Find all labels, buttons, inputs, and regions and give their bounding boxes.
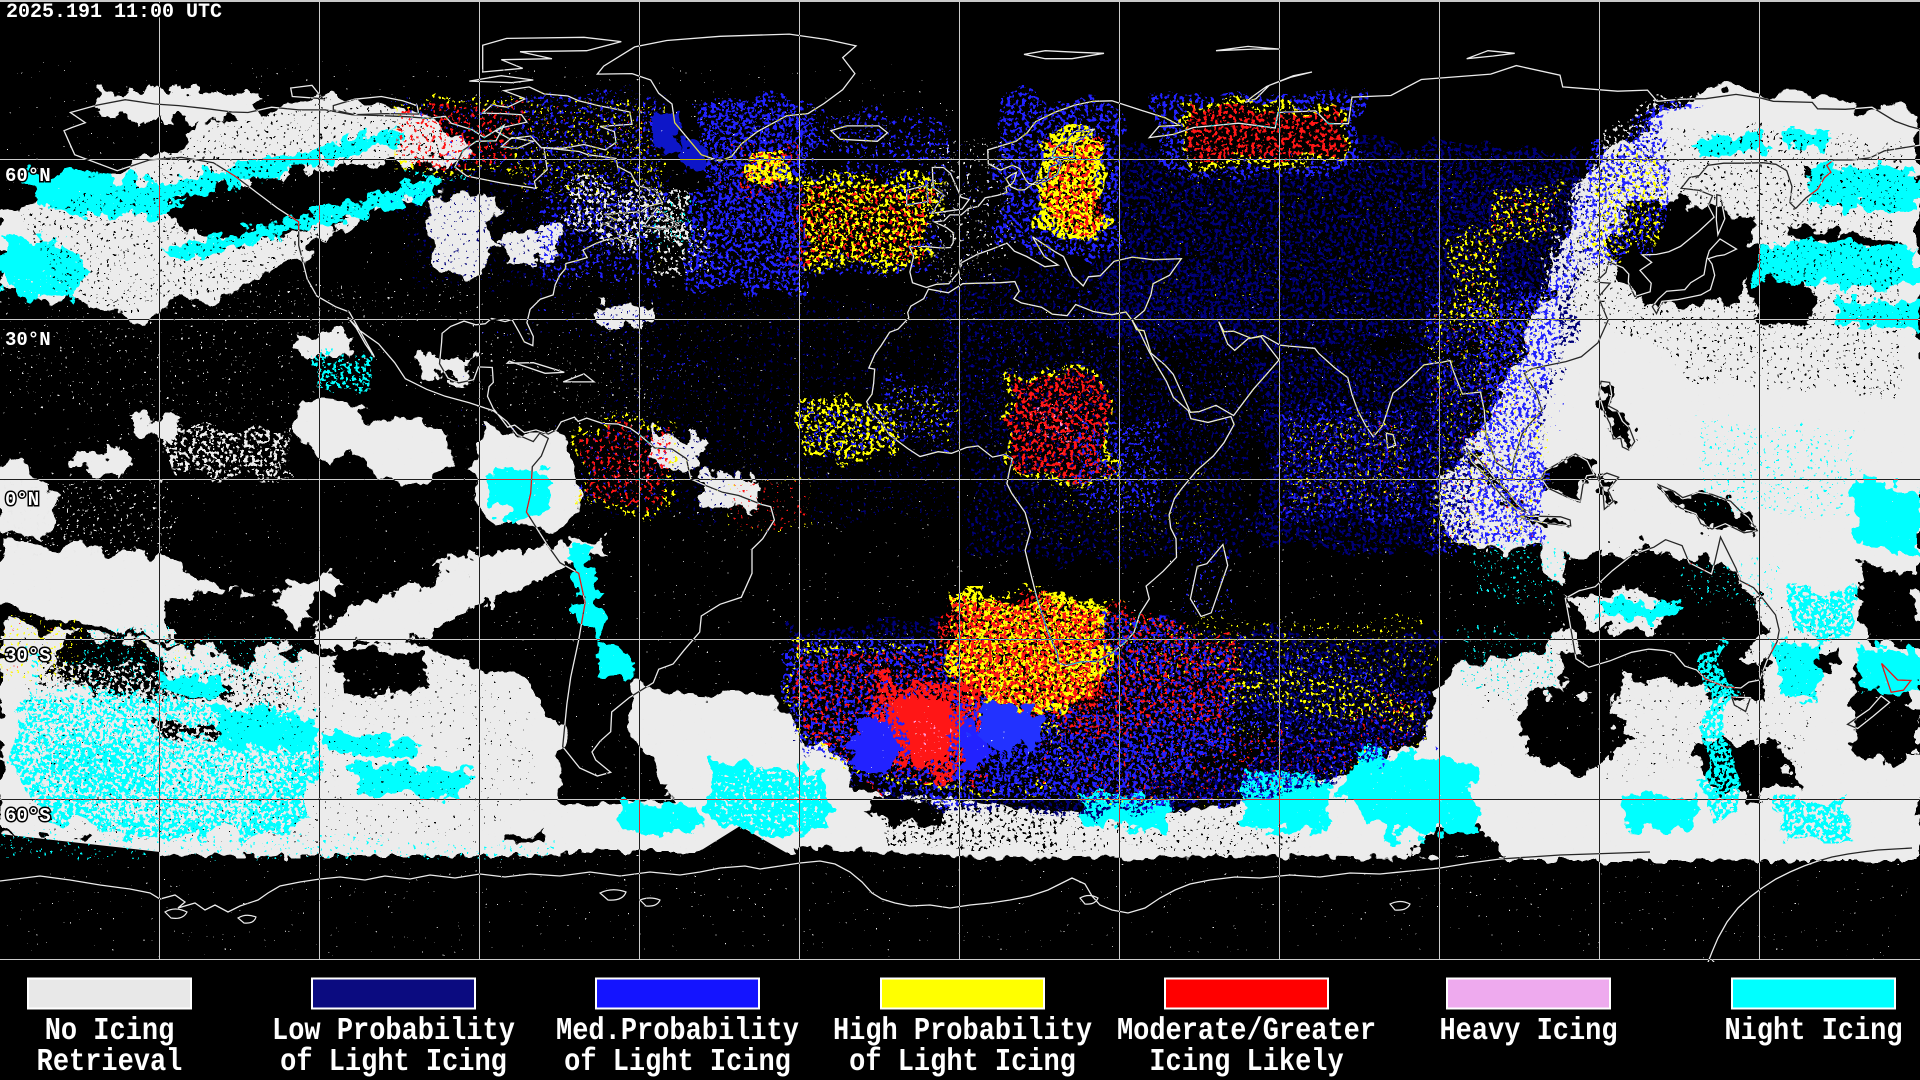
svg-text:0°N: 0°N [5, 489, 39, 511]
svg-text:Moderate/Greater: Moderate/Greater [1117, 1013, 1376, 1048]
svg-text:2025.191 11:00 UTC: 2025.191 11:00 UTC [6, 1, 222, 24]
svg-text:60°S: 60°S [5, 805, 51, 827]
svg-text:30°N: 30°N [5, 329, 51, 351]
svg-text:No Icing: No Icing [45, 1013, 175, 1048]
svg-text:Heavy Icing: Heavy Icing [1439, 1013, 1617, 1048]
svg-text:of Light Icing: of Light Icing [564, 1044, 791, 1079]
svg-text:Low Probability: Low Probability [272, 1013, 515, 1048]
svg-text:of Light Icing: of Light Icing [849, 1044, 1076, 1079]
svg-text:of Light Icing: of Light Icing [280, 1044, 507, 1079]
svg-text:Retrieval: Retrieval [37, 1044, 183, 1079]
svg-text:Icing Likely: Icing Likely [1149, 1044, 1343, 1079]
svg-text:30°S: 30°S [5, 645, 51, 667]
svg-text:High Probability: High Probability [833, 1013, 1092, 1048]
svg-text:60°N: 60°N [5, 165, 51, 187]
svg-text:Night Icing: Night Icing [1724, 1013, 1902, 1048]
svg-text:Med.Probability: Med.Probability [556, 1013, 799, 1048]
